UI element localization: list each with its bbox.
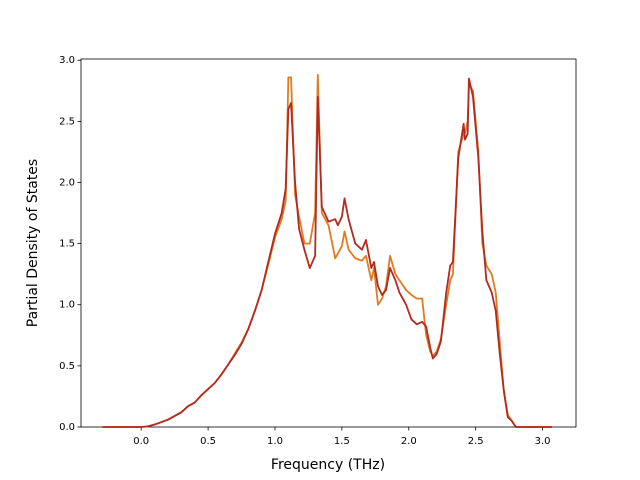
- x-tick-label: 3.0: [535, 436, 551, 447]
- y-tick-label: 3.0: [59, 55, 75, 66]
- y-tick-label: 0.0: [59, 422, 75, 433]
- y-tick-label: 2.0: [59, 177, 75, 188]
- x-tick-label: 1.5: [334, 436, 350, 447]
- y-tick-label: 1.0: [59, 300, 75, 311]
- x-axis-label: Frequency (THz): [271, 457, 385, 473]
- x-tick-label: 2.5: [468, 436, 484, 447]
- line-series: [102, 77, 552, 428]
- x-tick-label: 2.0: [401, 436, 417, 447]
- x-tick-label: 0.0: [133, 436, 149, 447]
- y-tick-label: 2.5: [59, 116, 75, 127]
- y-tick-label: 1.5: [59, 239, 75, 250]
- axes-frame: [80, 58, 577, 428]
- y-tick-label: 0.5: [59, 361, 75, 372]
- x-tick-label: 1.0: [267, 436, 283, 447]
- x-tick-label: 0.5: [200, 436, 216, 447]
- y-axis-label: Partial Density of States: [25, 159, 41, 327]
